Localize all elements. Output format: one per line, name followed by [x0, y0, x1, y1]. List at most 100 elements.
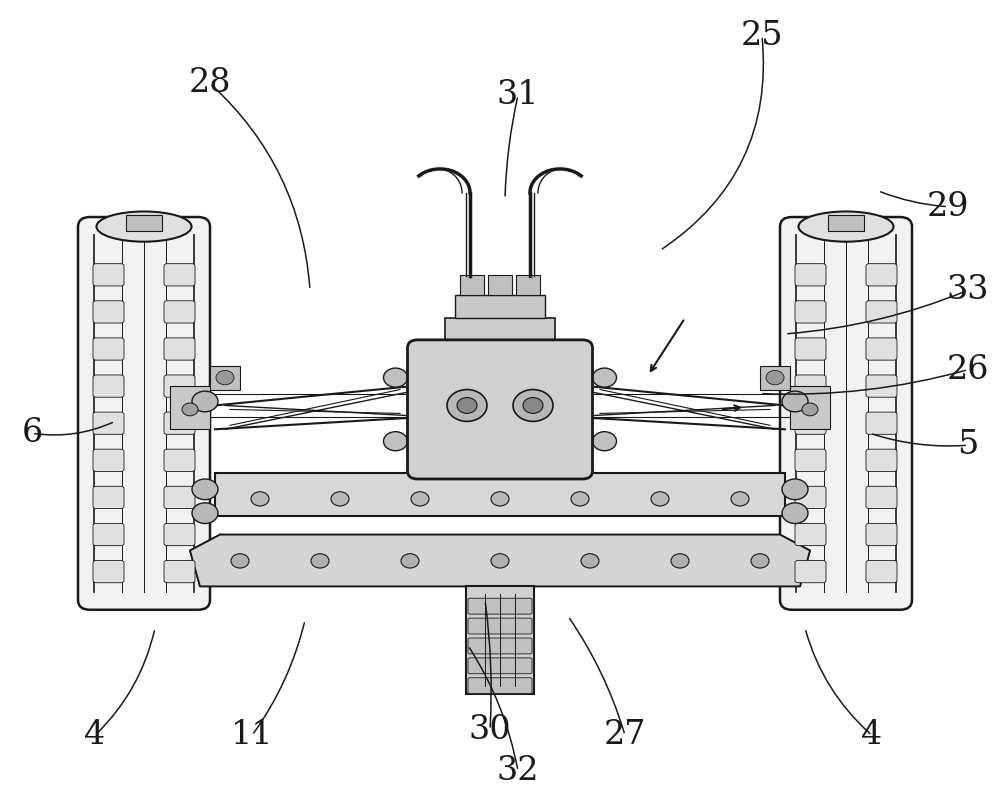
- FancyArrowPatch shape: [470, 648, 517, 769]
- FancyBboxPatch shape: [164, 264, 195, 286]
- Circle shape: [751, 554, 769, 568]
- FancyBboxPatch shape: [795, 264, 826, 286]
- FancyBboxPatch shape: [93, 338, 124, 360]
- Ellipse shape: [96, 211, 192, 242]
- Circle shape: [447, 390, 487, 421]
- Circle shape: [192, 391, 218, 412]
- FancyBboxPatch shape: [164, 523, 195, 545]
- Circle shape: [411, 492, 429, 506]
- Ellipse shape: [798, 211, 894, 242]
- Circle shape: [216, 370, 234, 385]
- Text: 33: 33: [947, 274, 989, 306]
- FancyBboxPatch shape: [795, 449, 826, 471]
- FancyBboxPatch shape: [93, 487, 124, 509]
- Bar: [210, 366, 240, 390]
- Polygon shape: [190, 535, 810, 587]
- FancyArrowPatch shape: [485, 603, 491, 727]
- Circle shape: [592, 368, 616, 387]
- Text: 26: 26: [947, 354, 989, 386]
- Text: 29: 29: [927, 191, 969, 223]
- FancyBboxPatch shape: [93, 301, 124, 323]
- FancyBboxPatch shape: [866, 412, 897, 434]
- Bar: [455, 296, 545, 318]
- FancyBboxPatch shape: [93, 560, 124, 583]
- FancyBboxPatch shape: [164, 412, 195, 434]
- FancyArrowPatch shape: [254, 622, 304, 733]
- Circle shape: [782, 479, 808, 500]
- FancyBboxPatch shape: [78, 217, 210, 610]
- Circle shape: [311, 554, 329, 568]
- FancyBboxPatch shape: [866, 264, 897, 286]
- FancyBboxPatch shape: [866, 449, 897, 471]
- FancyBboxPatch shape: [866, 338, 897, 360]
- FancyBboxPatch shape: [408, 340, 592, 479]
- FancyBboxPatch shape: [866, 487, 897, 509]
- Text: 5: 5: [957, 429, 979, 461]
- FancyBboxPatch shape: [866, 560, 897, 583]
- FancyBboxPatch shape: [795, 301, 826, 323]
- Text: 31: 31: [497, 80, 539, 111]
- Circle shape: [802, 403, 818, 416]
- Circle shape: [383, 432, 408, 451]
- Bar: [466, 587, 534, 693]
- Text: 28: 28: [189, 68, 231, 99]
- Bar: [828, 215, 864, 231]
- FancyArrowPatch shape: [35, 422, 112, 435]
- Circle shape: [581, 554, 599, 568]
- FancyBboxPatch shape: [866, 301, 897, 323]
- FancyBboxPatch shape: [93, 264, 124, 286]
- Circle shape: [182, 403, 198, 416]
- Circle shape: [401, 554, 419, 568]
- FancyArrowPatch shape: [505, 98, 517, 196]
- FancyBboxPatch shape: [468, 677, 532, 693]
- FancyArrowPatch shape: [873, 434, 965, 446]
- Circle shape: [251, 492, 269, 506]
- FancyBboxPatch shape: [795, 338, 826, 360]
- Bar: [445, 318, 555, 348]
- Circle shape: [782, 391, 808, 412]
- Bar: [460, 276, 484, 296]
- FancyBboxPatch shape: [795, 487, 826, 509]
- Circle shape: [192, 479, 218, 500]
- FancyBboxPatch shape: [866, 375, 897, 398]
- FancyArrowPatch shape: [662, 38, 763, 249]
- Bar: [760, 366, 790, 390]
- Circle shape: [523, 398, 543, 413]
- Circle shape: [491, 492, 509, 506]
- Circle shape: [457, 398, 477, 413]
- Text: 4: 4: [84, 719, 106, 751]
- FancyBboxPatch shape: [164, 338, 195, 360]
- Circle shape: [571, 492, 589, 506]
- FancyArrowPatch shape: [806, 630, 870, 734]
- FancyBboxPatch shape: [780, 217, 912, 610]
- FancyArrowPatch shape: [763, 370, 965, 394]
- FancyBboxPatch shape: [866, 523, 897, 545]
- FancyBboxPatch shape: [468, 638, 532, 654]
- FancyBboxPatch shape: [468, 599, 532, 615]
- Circle shape: [192, 503, 218, 524]
- Text: 11: 11: [231, 719, 273, 751]
- Text: 25: 25: [741, 20, 783, 52]
- Circle shape: [231, 554, 249, 568]
- FancyArrowPatch shape: [212, 85, 310, 288]
- Text: 30: 30: [469, 714, 511, 746]
- FancyArrowPatch shape: [97, 630, 154, 734]
- FancyBboxPatch shape: [164, 375, 195, 398]
- FancyArrowPatch shape: [570, 619, 624, 733]
- Text: 4: 4: [861, 719, 883, 751]
- FancyBboxPatch shape: [795, 412, 826, 434]
- FancyBboxPatch shape: [93, 412, 124, 434]
- FancyBboxPatch shape: [468, 619, 532, 634]
- FancyBboxPatch shape: [93, 449, 124, 471]
- FancyBboxPatch shape: [468, 658, 532, 674]
- Text: 32: 32: [497, 755, 539, 787]
- Circle shape: [383, 368, 408, 387]
- FancyBboxPatch shape: [795, 375, 826, 398]
- Circle shape: [651, 492, 669, 506]
- Circle shape: [513, 390, 553, 421]
- Circle shape: [671, 554, 689, 568]
- FancyBboxPatch shape: [164, 560, 195, 583]
- Circle shape: [592, 432, 616, 451]
- Bar: [488, 276, 512, 296]
- Circle shape: [731, 492, 749, 506]
